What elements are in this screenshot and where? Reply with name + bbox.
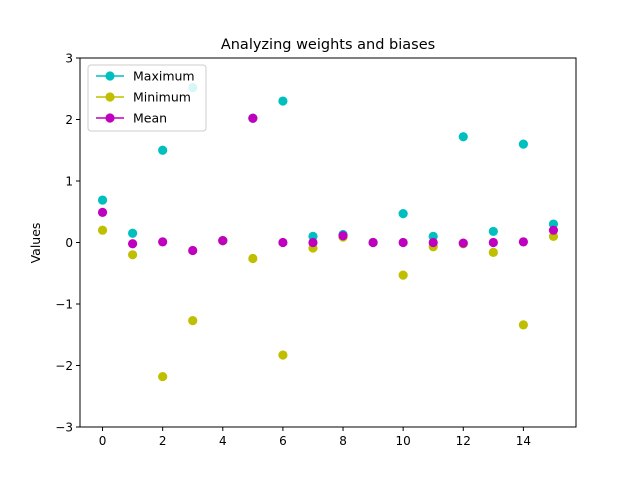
x-tick-label: 10 (396, 434, 411, 448)
data-point (308, 237, 318, 248)
y-tick-label: −1 (55, 298, 73, 312)
data-point (398, 270, 408, 280)
data-point (458, 238, 468, 248)
data-point (158, 371, 168, 382)
data-point (548, 225, 559, 235)
legend-label: Mean (133, 111, 167, 126)
data-point (518, 237, 528, 247)
x-tick-label: 8 (339, 434, 347, 448)
y-tick-label: 0 (65, 236, 73, 250)
y-tick-label: 1 (65, 175, 73, 189)
data-point (458, 132, 468, 142)
legend-label: Minimum (133, 90, 191, 105)
legend-marker (105, 92, 115, 102)
x-tick-label: 4 (219, 434, 227, 448)
data-point (278, 237, 288, 248)
data-point (428, 237, 438, 248)
y-tick-label: −2 (55, 359, 73, 373)
data-point (128, 239, 138, 249)
legend-marker (105, 71, 115, 81)
data-point (488, 247, 498, 257)
data-point (278, 96, 288, 106)
data-point (128, 228, 138, 238)
data-point (97, 207, 108, 217)
x-tick-label: 14 (516, 434, 531, 448)
x-tick-label: 2 (159, 434, 167, 448)
data-point (158, 145, 168, 155)
data-point (188, 245, 198, 256)
data-point (248, 113, 258, 123)
data-point (128, 250, 138, 260)
y-tick-label: −3 (55, 421, 73, 435)
data-point (518, 139, 528, 149)
series-mean (97, 113, 559, 256)
data-point (158, 237, 168, 247)
legend-box (87, 64, 207, 132)
data-point (97, 195, 108, 205)
x-tick-label: 0 (99, 434, 107, 448)
data-point (398, 208, 408, 219)
data-point (368, 237, 378, 248)
data-point (278, 350, 288, 360)
x-tick-label: 12 (456, 434, 471, 448)
y-axis-label: Values (28, 223, 43, 264)
y-tick-label: 2 (65, 113, 73, 127)
data-point (97, 225, 108, 235)
x-tick-label: 6 (279, 434, 287, 448)
series-minimum (97, 225, 559, 382)
data-point (398, 237, 408, 248)
data-point (248, 253, 258, 264)
data-point (218, 236, 228, 246)
y-tick-label: 3 (65, 52, 73, 66)
data-point (518, 320, 528, 330)
data-point (488, 226, 498, 237)
data-point (488, 237, 498, 248)
legend-marker (105, 113, 115, 123)
chart-title: Analyzing weights and biases (221, 37, 435, 53)
legend-label: Maximum (133, 69, 195, 84)
data-point (338, 231, 348, 241)
data-point (188, 316, 198, 326)
